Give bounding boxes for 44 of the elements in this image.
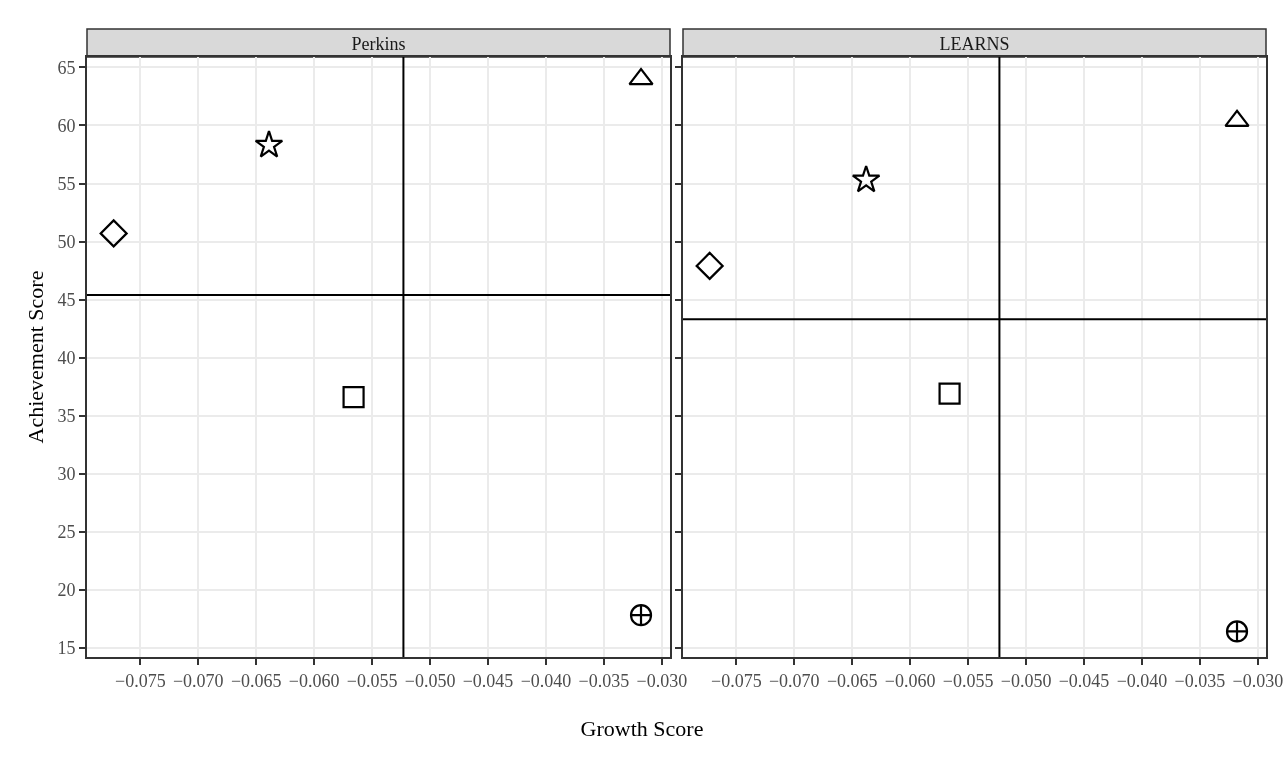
x-tick-label: −0.060 — [884, 670, 936, 691]
x-tick-label: −0.040 — [520, 670, 572, 691]
y-tick-label: 50 — [57, 231, 76, 252]
y-tick-label: 30 — [57, 463, 76, 484]
x-tick-label: −0.070 — [768, 670, 820, 691]
point — [1225, 620, 1249, 643]
y-tick-label: 35 — [57, 405, 76, 426]
point — [851, 164, 881, 193]
x-tick-label: −0.055 — [346, 670, 398, 691]
x-axis-title: Growth Score — [579, 716, 705, 742]
point — [695, 251, 724, 280]
x-tick-label: −0.055 — [942, 670, 994, 691]
x-tick-label: −0.075 — [114, 670, 166, 691]
point — [938, 382, 961, 405]
y-tick-label: 60 — [57, 115, 76, 136]
x-tick-label: −0.030 — [636, 670, 688, 691]
y-axis-title: Achievement Score — [22, 270, 48, 444]
point — [628, 67, 654, 86]
y-tick-label: 40 — [57, 347, 76, 368]
x-tick-label: −0.050 — [1000, 670, 1052, 691]
y-tick-label: 65 — [57, 57, 76, 78]
chart-title: Perkins — [351, 34, 406, 54]
x-tick-label: −0.060 — [288, 670, 340, 691]
chart-title: LEARNS — [939, 34, 1010, 54]
x-tick-label: −0.065 — [826, 670, 878, 691]
y-tick-label: 25 — [57, 521, 76, 542]
x-tick-label: −0.045 — [1058, 670, 1110, 691]
point — [99, 219, 128, 248]
y-tick-label: 45 — [57, 289, 76, 310]
x-tick-label: −0.050 — [404, 670, 456, 691]
point — [254, 130, 284, 158]
x-tick-label: −0.045 — [462, 670, 514, 691]
y-tick-label: 55 — [57, 173, 76, 194]
x-tick-label: −0.030 — [1232, 670, 1284, 691]
point — [629, 604, 653, 627]
y-tick-label: 15 — [57, 638, 76, 659]
x-tick-label: −0.075 — [710, 670, 762, 691]
x-tick-label: −0.035 — [578, 670, 630, 691]
x-tick-label: −0.070 — [172, 670, 224, 691]
y-tick-label: 20 — [57, 579, 76, 600]
x-tick-label: −0.040 — [1116, 670, 1168, 691]
x-tick-label: −0.035 — [1174, 670, 1226, 691]
point — [342, 385, 365, 409]
x-tick-label: −0.065 — [230, 670, 282, 691]
